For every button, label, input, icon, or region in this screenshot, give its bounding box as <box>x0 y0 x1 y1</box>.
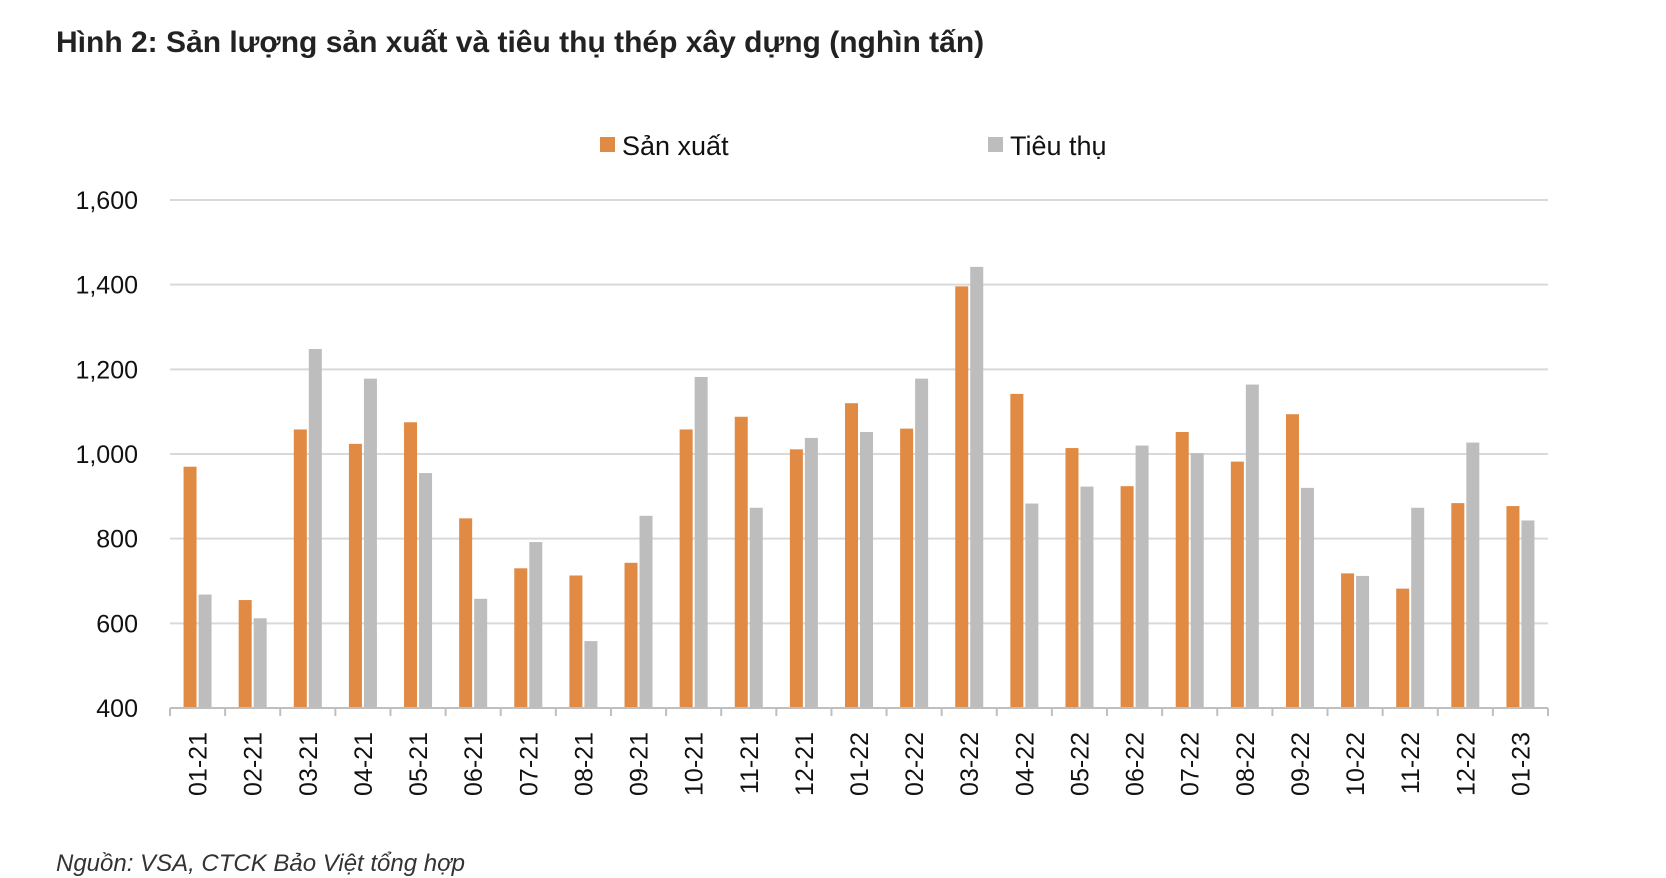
bar-san-xuat <box>348 443 362 708</box>
bar-tieu-thu <box>1245 384 1259 708</box>
bar-tieu-thu <box>1356 575 1370 708</box>
bar-san-xuat <box>293 429 307 708</box>
bar-tieu-thu <box>529 542 543 708</box>
bar-san-xuat <box>1065 448 1079 708</box>
bar-san-xuat <box>1341 573 1355 708</box>
x-tick-label: 12-21 <box>791 732 819 796</box>
x-tick-label: 07-22 <box>1177 732 1205 796</box>
x-tick-label: 09-21 <box>626 732 654 796</box>
bar-tieu-thu <box>1135 445 1149 708</box>
x-tick-label: 12-22 <box>1452 732 1480 796</box>
x-tick-label: 02-22 <box>901 732 929 796</box>
bar-san-xuat <box>734 416 748 708</box>
x-tick-label: 03-22 <box>956 732 984 796</box>
y-tick-label: 600 <box>96 610 138 638</box>
x-tick-label: 10-21 <box>681 732 709 796</box>
bar-san-xuat <box>1120 486 1134 708</box>
bar-san-xuat <box>1285 414 1299 708</box>
legend-tieu-thu-swatch <box>988 137 1003 152</box>
bar-san-xuat <box>183 466 197 708</box>
x-tick-label: 05-22 <box>1066 732 1094 796</box>
bar-san-xuat <box>1175 431 1189 708</box>
bar-tieu-thu <box>860 431 873 708</box>
x-tick-label: 05-21 <box>405 732 433 796</box>
x-tick-label: 04-21 <box>350 732 378 796</box>
bar-san-xuat <box>404 422 418 708</box>
legend-tieu-thu-label: Tiêu thụ <box>1010 131 1107 161</box>
x-tick-label: 06-21 <box>460 732 488 796</box>
x-tick-label: 01-23 <box>1507 732 1535 796</box>
x-tick-label: 03-21 <box>295 732 323 796</box>
x-tick-label: 06-22 <box>1122 732 1150 796</box>
bar-san-xuat <box>1506 506 1520 708</box>
y-tick-label: 1,000 <box>75 441 138 469</box>
bar-tieu-thu <box>639 515 653 708</box>
bar-tieu-thu <box>1190 453 1204 708</box>
x-tick-label: 01-22 <box>846 732 874 796</box>
bar-san-xuat <box>238 600 252 708</box>
bar-san-xuat <box>845 403 858 708</box>
gridlines <box>170 199 1548 625</box>
bar-tieu-thu <box>1411 507 1425 708</box>
bar-tieu-thu <box>804 437 818 708</box>
legend: Sản xuất Tiêu thụ <box>600 131 1107 161</box>
bar-tieu-thu <box>1466 442 1480 708</box>
x-tick-label: 04-22 <box>1011 732 1039 796</box>
x-tick-label: 07-21 <box>515 732 543 796</box>
bar-san-xuat <box>569 575 583 708</box>
bar-tieu-thu <box>694 376 708 708</box>
bar-san-xuat <box>1451 503 1465 708</box>
x-tick-label: 09-22 <box>1287 732 1315 796</box>
y-tick-label: 800 <box>96 526 138 554</box>
bar-san-xuat <box>459 518 473 708</box>
bar-san-xuat <box>955 286 969 708</box>
x-tick-label: 10-22 <box>1342 732 1370 796</box>
bar-tieu-thu <box>419 473 433 708</box>
bar-tieu-thu <box>474 598 488 708</box>
source-note: Nguồn: VSA, CTCK Bảo Việt tổng hợp <box>56 850 465 877</box>
y-axis: 400 600 800 1,000 1,200 1,400 1,600 <box>75 187 138 723</box>
x-tick-label: 08-21 <box>570 732 598 796</box>
bar-tieu-thu <box>1080 486 1094 708</box>
bar-tieu-thu <box>915 378 929 708</box>
bar-tieu-thu <box>363 378 377 708</box>
bar-tieu-thu <box>198 594 212 708</box>
bar-tieu-thu <box>1300 487 1314 708</box>
bar-tieu-thu <box>1521 520 1535 708</box>
bar-tieu-thu <box>970 266 984 708</box>
x-tick-label: 11-22 <box>1397 732 1425 794</box>
bar-san-xuat <box>679 429 693 708</box>
bar-san-xuat <box>1010 393 1024 708</box>
bar-san-xuat <box>514 568 528 708</box>
chart-title: Hình 2: Sản lượng sản xuất và tiêu thụ t… <box>56 26 985 59</box>
bar-san-xuat <box>624 562 638 708</box>
x-axis: 01-21 02-21 03-21 04-21 05-21 06-21 07-21 08-21… <box>169 707 1549 796</box>
bar-san-xuat <box>900 428 914 708</box>
bar-tieu-thu <box>749 507 763 708</box>
legend-san-xuat-label: Sản xuất <box>622 131 729 161</box>
legend-san-xuat-swatch <box>600 137 615 152</box>
bars <box>183 266 1535 708</box>
bar-tieu-thu <box>584 641 598 708</box>
y-tick-label: 1,600 <box>75 187 138 215</box>
bar-tieu-thu <box>253 618 267 708</box>
x-tick-label: 08-22 <box>1232 732 1260 796</box>
bar-tieu-thu <box>1025 503 1039 708</box>
x-tick-label: 02-21 <box>240 732 268 796</box>
bar-san-xuat <box>1396 588 1410 708</box>
bar-tieu-thu <box>308 349 322 708</box>
bar-san-xuat <box>1230 461 1244 708</box>
y-tick-label: 1,400 <box>75 272 138 300</box>
x-tick-label: 01-21 <box>185 732 213 796</box>
y-tick-label: 400 <box>96 695 138 723</box>
x-tick-label: 11-21 <box>736 732 764 794</box>
y-tick-label: 1,200 <box>75 356 138 384</box>
bar-san-xuat <box>789 449 803 708</box>
